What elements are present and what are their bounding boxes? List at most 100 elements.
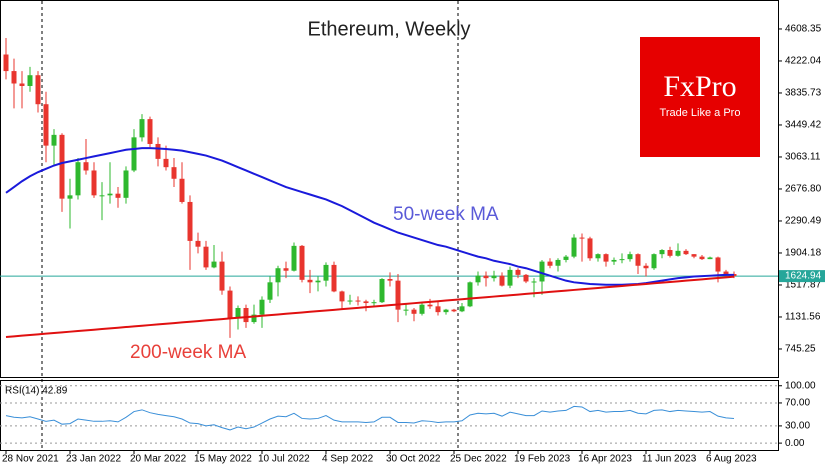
logo: FxPro Trade Like a Pro <box>640 37 760 157</box>
candle-body <box>627 254 633 260</box>
logo-box <box>640 37 760 157</box>
candle-body <box>347 300 353 302</box>
candle-body <box>235 307 241 318</box>
y-tick-label: 3449.42 <box>785 120 822 131</box>
x-tick-label: 6 Aug 2023 <box>706 454 757 465</box>
candle-body <box>707 257 713 260</box>
y-tick-label: 3835.73 <box>785 88 822 99</box>
x-tick-label: 11 Jun 2023 <box>642 454 697 465</box>
candle-body <box>219 261 225 291</box>
candle-body <box>51 134 57 146</box>
moving-average-line <box>5 147 734 286</box>
candle-body <box>259 299 265 315</box>
candle-body <box>547 261 553 266</box>
candle-body <box>587 238 593 259</box>
x-tick-label: 23 Jan 2022 <box>66 454 121 465</box>
candle-body <box>19 83 25 86</box>
y-tick-label: 30.00 <box>785 421 810 432</box>
last-price-tag <box>779 270 825 283</box>
candle-body <box>251 314 257 323</box>
candle-body <box>595 254 601 259</box>
candle-body <box>531 281 537 283</box>
candle-body <box>363 301 369 304</box>
candle-body <box>483 275 489 279</box>
y-tick-label: 0.00 <box>785 438 805 449</box>
candle-body <box>203 246 209 268</box>
candle-body <box>171 167 177 179</box>
candle-body <box>107 193 113 196</box>
candle-body <box>379 279 385 303</box>
candle-body <box>179 178 185 202</box>
candle-body <box>67 195 73 199</box>
candle-body <box>59 134 65 199</box>
candle-body <box>515 269 521 275</box>
candle-body <box>619 259 625 261</box>
rsi-frame <box>0 380 779 451</box>
candle-body <box>227 290 233 318</box>
candle-body <box>563 256 569 260</box>
y-tick-label: 2290.49 <box>785 216 822 227</box>
candle-body <box>491 275 497 279</box>
candle-body <box>267 282 273 300</box>
candle-body <box>539 261 545 282</box>
x-tick-label: 25 Dec 2022 <box>450 454 507 465</box>
chart-title: Ethereum, Weekly <box>307 18 470 40</box>
candle-body <box>699 256 705 260</box>
candle-body <box>651 254 657 269</box>
candle-body <box>571 237 577 257</box>
candle-body <box>99 195 105 197</box>
candle-body <box>723 271 729 275</box>
candle-body <box>387 279 393 281</box>
candle-body <box>691 254 697 257</box>
candle-body <box>163 158 169 168</box>
y-tick-label: 1517.87 <box>785 280 822 291</box>
candle-body <box>83 162 89 171</box>
x-tick-label: 4 Sep 2022 <box>322 454 374 465</box>
y-tick-label: 3063.11 <box>785 152 821 163</box>
candle-body <box>155 143 161 159</box>
candle-body <box>131 137 137 171</box>
candle-body <box>411 309 417 314</box>
x-tick-label: 28 Nov 2021 <box>2 454 59 465</box>
candle-body <box>643 265 649 269</box>
moving-average-line <box>5 275 735 338</box>
candle-body <box>403 309 409 311</box>
candle-body <box>395 280 401 310</box>
candle-body <box>187 201 193 241</box>
x-tick-label: 20 Mar 2022 <box>130 454 187 465</box>
candle-body <box>459 306 465 312</box>
x-tick-label: 19 Feb 2023 <box>514 454 571 465</box>
candle-body <box>507 269 513 286</box>
y-tick-label: 4608.35 <box>785 24 822 35</box>
line-label: 50-week MA <box>393 204 499 225</box>
candle-body <box>315 280 321 283</box>
candle-body <box>323 264 329 281</box>
candle-body <box>307 279 313 283</box>
candle-body <box>299 245 305 280</box>
x-tick-label: 16 Apr 2023 <box>578 454 632 465</box>
candle-body <box>3 54 9 72</box>
candle-body <box>147 119 153 144</box>
candle-body <box>635 254 641 266</box>
candle-body <box>611 259 617 262</box>
candle-body <box>555 259 561 266</box>
x-tick-label: 10 Jul 2022 <box>258 454 310 465</box>
candle-body <box>211 261 217 268</box>
candle-body <box>75 162 81 196</box>
y-tick-label: 1131.56 <box>785 312 821 323</box>
candle-body <box>371 302 377 304</box>
candle-body <box>27 75 33 86</box>
candle-body <box>355 300 361 302</box>
candle-body <box>419 304 425 314</box>
logo-name: FxPro <box>663 70 736 103</box>
candle-body <box>499 275 505 286</box>
rsi-line <box>5 405 735 431</box>
y-tick-label: 4222.04 <box>785 56 822 67</box>
y-tick-label: 100.00 <box>785 380 816 391</box>
line-label: 200-week MA <box>130 342 246 363</box>
candle-body <box>35 75 41 105</box>
logo-slogan: Trade Like a Pro <box>660 107 741 119</box>
candle-body <box>659 250 665 255</box>
candle-body <box>339 291 345 302</box>
